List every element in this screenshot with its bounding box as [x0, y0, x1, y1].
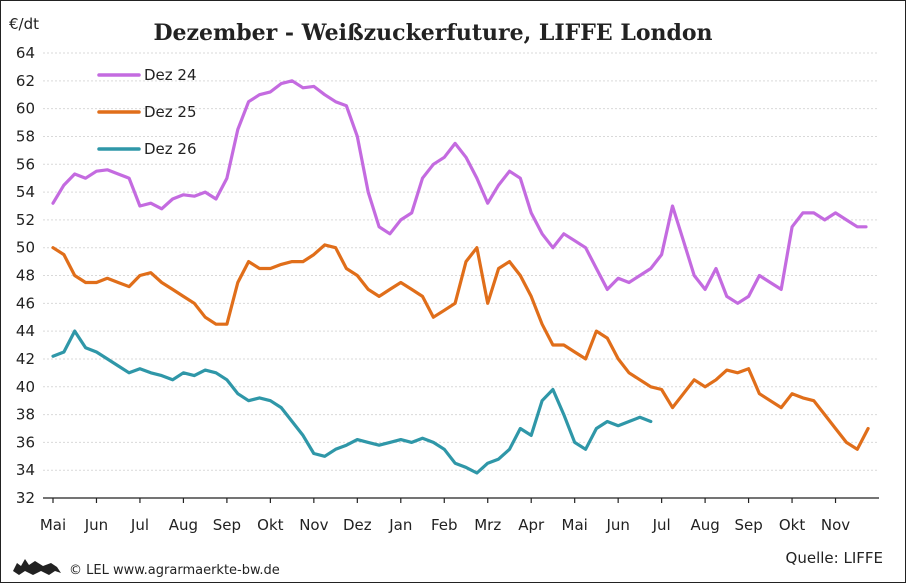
footer-logo	[13, 559, 61, 575]
x-tick-label: Apr	[518, 516, 545, 534]
legend-label: Dez 24	[144, 66, 197, 84]
x-axis-ticks: Mai Jun Jul Aug Sep Okt Nov Dez Jan Feb Mrz Apr Mai J…	[40, 498, 850, 534]
footer-copyright: © LEL www.agrarmaerkte-bw.de	[69, 563, 280, 578]
series-line-dez-25	[51, 243, 870, 451]
x-tick-label: Jul	[130, 516, 149, 534]
x-tick-label: Jun	[605, 516, 629, 534]
y-tick-label: 52	[16, 211, 35, 229]
series-lines	[51, 79, 870, 475]
chart-title: Dezember - Weißzuckerfuture, LIFFE Londo…	[153, 20, 712, 46]
y-tick-label: 64	[16, 44, 35, 62]
y-axis-unit-label: €/dt	[9, 15, 39, 33]
x-tick-label: Mai	[40, 516, 66, 534]
y-tick-label: 42	[16, 350, 35, 368]
y-tick-label: 36	[16, 433, 35, 451]
y-tick-label: 50	[16, 239, 35, 257]
x-tick-label: Nov	[821, 516, 850, 534]
x-tick-label: Mrz	[474, 516, 501, 534]
legend-label: Dez 26	[144, 140, 197, 158]
y-axis-ticks: 32 34 36 38 40 42 44 46 48 50 52 54 56 58 60 62 64	[16, 44, 35, 507]
x-tick-label: Okt	[257, 516, 283, 534]
x-tick-label: Dez	[343, 516, 372, 534]
y-tick-label: 48	[16, 267, 35, 285]
y-tick-label: 60	[16, 100, 35, 118]
y-tick-label: 62	[16, 72, 35, 90]
x-tick-label: Feb	[431, 516, 458, 534]
x-tick-label: Sep	[734, 516, 762, 534]
x-tick-label: Sep	[213, 516, 241, 534]
y-tick-label: 32	[16, 489, 35, 507]
series-line-dez-24	[51, 79, 868, 305]
x-tick-label: Aug	[690, 516, 719, 534]
y-tick-label: 38	[16, 406, 35, 424]
lion-logo-icon	[13, 559, 61, 575]
y-tick-label: 44	[16, 322, 35, 340]
x-tick-label: Jun	[84, 516, 108, 534]
y-tick-label: 46	[16, 294, 35, 312]
y-tick-label: 56	[16, 155, 35, 173]
y-tick-label: 34	[16, 461, 35, 479]
footer-source: Quelle: LIFFE	[786, 549, 883, 567]
legend-label: Dez 25	[144, 103, 197, 121]
y-tick-label: 58	[16, 127, 35, 145]
x-tick-label: Jul	[652, 516, 671, 534]
x-tick-label: Nov	[299, 516, 328, 534]
series-line-dez-26	[51, 329, 653, 475]
x-tick-label: Okt	[779, 516, 805, 534]
x-tick-label: Aug	[169, 516, 198, 534]
legend: Dez 24 Dez 25 Dez 26	[97, 66, 197, 158]
x-tick-label: Mai	[562, 516, 588, 534]
x-tick-label: Jan	[388, 516, 412, 534]
y-tick-label: 54	[16, 183, 35, 201]
y-tick-label: 40	[16, 378, 35, 396]
